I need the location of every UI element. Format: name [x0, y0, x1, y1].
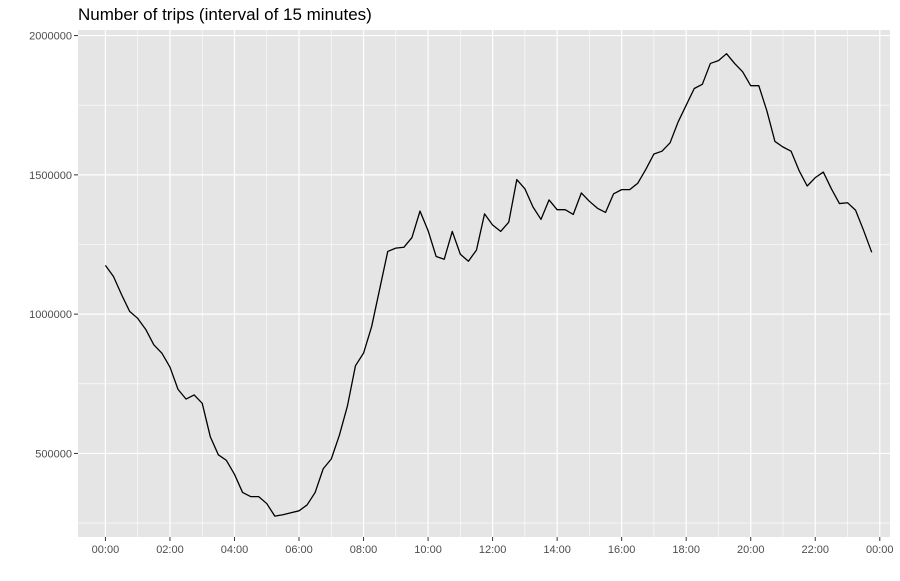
x-tick-label: 18:00	[672, 544, 700, 556]
x-tick-label: 02:00	[156, 544, 184, 556]
chart-title: Number of trips (interval of 15 minutes)	[78, 5, 372, 24]
grid-minor	[78, 30, 890, 537]
x-tick-label: 08:00	[350, 544, 378, 556]
x-tick-label: 06:00	[285, 544, 313, 556]
x-tick-label: 04:00	[221, 544, 249, 556]
y-axis: 500000 1000000 1500000 2000000	[29, 31, 78, 460]
y-tick-label: 1000000	[29, 309, 72, 321]
x-tick-label: 20:00	[737, 544, 765, 556]
y-tick-label: 500000	[35, 448, 72, 460]
x-tick-label: 22:00	[801, 544, 829, 556]
x-tick-label: 00:00	[866, 544, 894, 556]
plot-panel	[78, 30, 890, 537]
x-tick-label: 14:00	[543, 544, 571, 556]
x-tick-label: 12:00	[479, 544, 507, 556]
y-tick-label: 1500000	[29, 170, 72, 182]
series-line	[104, 53, 873, 517]
x-tick-label: 16:00	[608, 544, 636, 556]
x-tick-label: 00:00	[92, 544, 120, 556]
x-tick-label: 10:00	[414, 544, 442, 556]
y-tick-label: 2000000	[29, 31, 72, 43]
x-axis: 00:00 02:00 04:00 06:00 08:00 10:00 12:00 14:00…	[92, 537, 894, 556]
grid-major	[78, 30, 890, 537]
